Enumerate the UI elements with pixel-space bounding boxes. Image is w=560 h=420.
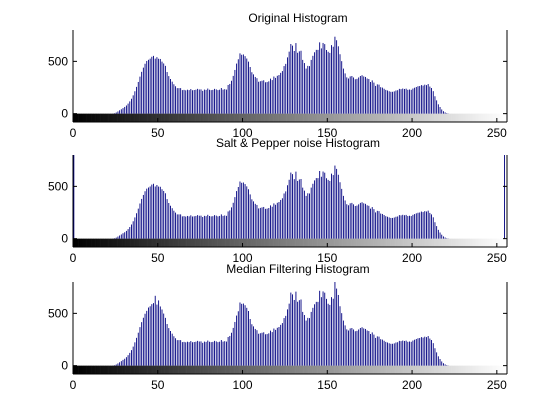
grayscale-colorbar xyxy=(73,113,508,122)
subplot-1: 0 50 100 150 200 250 0 500 Original Histogram xyxy=(48,11,508,140)
y-tick-label-500: 500 xyxy=(48,306,68,320)
y-tick-label-0: 0 xyxy=(61,107,68,121)
y-tick-label-500: 500 xyxy=(48,179,68,193)
x-tick-label-100: 100 xyxy=(233,378,253,392)
y-tick-label-0: 0 xyxy=(61,359,68,373)
x-tick-label-250: 250 xyxy=(487,378,507,392)
x-tick-label-50: 50 xyxy=(151,378,165,392)
subplot-2: 0 50 100 150 200 250 0 500 Salt & Pepper noise H… xyxy=(48,136,508,265)
subplot-3: 0 50 100 150 200 250 0 500 Median Filtering Hist… xyxy=(48,262,508,392)
x-tick-label-200: 200 xyxy=(402,378,422,392)
x-tick-label-150: 150 xyxy=(317,126,337,140)
x-tick-label-250: 250 xyxy=(487,251,507,265)
histogram-bars xyxy=(112,282,449,366)
x-tick-label-100: 100 xyxy=(233,251,253,265)
subplot-title: Salt & Pepper noise Histogram xyxy=(216,136,380,150)
x-tick-label-0: 0 xyxy=(70,378,77,392)
x-tick-label-0: 0 xyxy=(70,251,77,265)
x-tick-label-250: 250 xyxy=(487,126,507,140)
subplot-title: Median Filtering Histogram xyxy=(226,262,369,276)
x-tick-label-100: 100 xyxy=(233,126,253,140)
x-tick-label-0: 0 xyxy=(70,126,77,140)
x-tick-label-200: 200 xyxy=(402,251,422,265)
grayscale-colorbar xyxy=(73,238,508,247)
x-tick-label-50: 50 xyxy=(151,126,165,140)
y-tick-label-500: 500 xyxy=(48,54,68,68)
subplot-title: Original Histogram xyxy=(248,11,347,25)
histogram-bars xyxy=(73,155,505,239)
x-tick-label-150: 150 xyxy=(317,251,337,265)
x-tick-label-150: 150 xyxy=(317,378,337,392)
histogram-bars xyxy=(112,36,449,114)
y-tick-label-0: 0 xyxy=(61,232,68,246)
x-tick-label-50: 50 xyxy=(151,251,165,265)
grayscale-colorbar xyxy=(73,365,508,374)
x-tick-label-200: 200 xyxy=(402,126,422,140)
